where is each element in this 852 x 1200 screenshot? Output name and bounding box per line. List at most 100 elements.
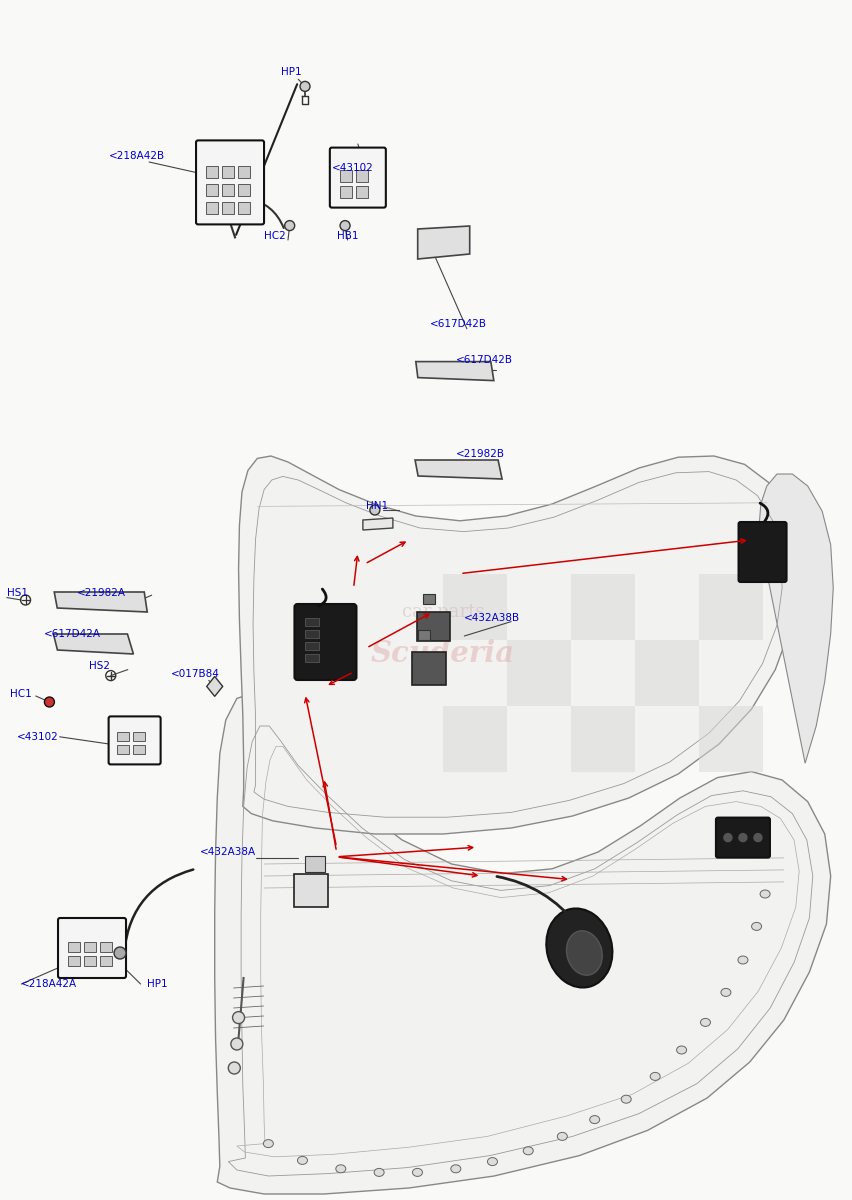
Ellipse shape [546,908,613,988]
Text: HB1: HB1 [337,232,358,241]
Ellipse shape [523,1147,533,1154]
Bar [571,574,635,640]
Text: Scuderia: Scuderia [371,640,515,668]
Bar [571,706,635,772]
FancyBboxPatch shape [716,817,770,858]
Text: <617D42B: <617D42B [430,319,487,329]
Text: HN1: HN1 [366,502,389,511]
Bar [117,732,129,742]
Text: <218A42B: <218A42B [109,151,165,161]
Bar [306,654,320,662]
Ellipse shape [263,1140,273,1147]
Ellipse shape [621,1096,631,1103]
Circle shape [231,1038,243,1050]
Text: HC1: HC1 [10,689,32,698]
Bar [507,640,571,706]
Bar [417,630,429,640]
Bar [100,956,112,966]
Text: HS2: HS2 [89,661,111,671]
Text: <432A38B: <432A38B [464,613,521,623]
Bar [356,169,368,181]
Bar [206,185,218,197]
Bar [635,640,699,706]
FancyBboxPatch shape [739,522,786,582]
Bar [68,956,80,966]
Circle shape [44,697,55,707]
Ellipse shape [590,1116,600,1123]
Bar [222,167,234,179]
Ellipse shape [567,931,602,976]
Circle shape [233,1012,245,1024]
Circle shape [340,221,350,230]
Ellipse shape [336,1165,346,1172]
Text: <432A38A: <432A38A [200,847,256,857]
Ellipse shape [650,1073,660,1080]
Ellipse shape [487,1158,498,1165]
Polygon shape [759,474,833,763]
Text: <218A42A: <218A42A [21,979,78,989]
Bar [84,956,96,966]
Circle shape [754,834,762,841]
Circle shape [370,505,380,515]
Bar [294,874,328,907]
Polygon shape [54,634,134,654]
Bar [699,574,763,640]
Bar [68,942,80,952]
Bar [340,169,352,181]
Bar [238,185,250,197]
FancyBboxPatch shape [108,716,161,764]
Circle shape [739,834,747,841]
Ellipse shape [451,1165,461,1172]
Ellipse shape [738,956,748,964]
Text: <43102: <43102 [17,732,59,742]
FancyBboxPatch shape [196,140,264,224]
Ellipse shape [374,1169,384,1176]
Text: <617D42B: <617D42B [456,355,513,365]
Bar [417,612,450,641]
Circle shape [300,82,310,91]
Bar [306,618,320,626]
Bar [222,203,234,215]
Text: HP1: HP1 [147,979,167,989]
Bar [84,942,96,952]
Polygon shape [415,460,502,479]
Text: <617D42A: <617D42A [44,629,101,638]
Text: HC2: HC2 [264,232,286,241]
Bar [356,186,368,198]
FancyBboxPatch shape [330,148,386,208]
Ellipse shape [412,1169,423,1176]
Bar [206,203,218,215]
Bar [699,706,763,772]
Bar [306,630,320,638]
Bar [133,745,145,755]
Polygon shape [416,361,494,380]
Circle shape [285,221,295,230]
Bar [206,167,218,179]
Bar [340,186,352,198]
Circle shape [724,834,732,841]
FancyBboxPatch shape [58,918,126,978]
Text: <43102: <43102 [332,163,374,173]
Bar [238,167,250,179]
FancyBboxPatch shape [295,604,356,680]
Ellipse shape [760,890,770,898]
Text: <21982B: <21982B [456,449,505,458]
Circle shape [114,947,126,959]
Bar [238,203,250,215]
Ellipse shape [751,923,762,930]
Bar [443,574,507,640]
Bar [306,642,320,650]
Ellipse shape [557,1133,567,1140]
Polygon shape [363,518,393,530]
Text: car parts: car parts [402,602,484,622]
Bar [222,185,234,197]
Bar [100,942,112,952]
Bar [133,732,145,742]
Polygon shape [55,592,147,612]
Bar [117,745,129,755]
Polygon shape [417,226,469,259]
Circle shape [228,1062,240,1074]
Ellipse shape [700,1019,711,1026]
Bar [412,652,446,685]
Text: <017B84: <017B84 [170,670,219,679]
